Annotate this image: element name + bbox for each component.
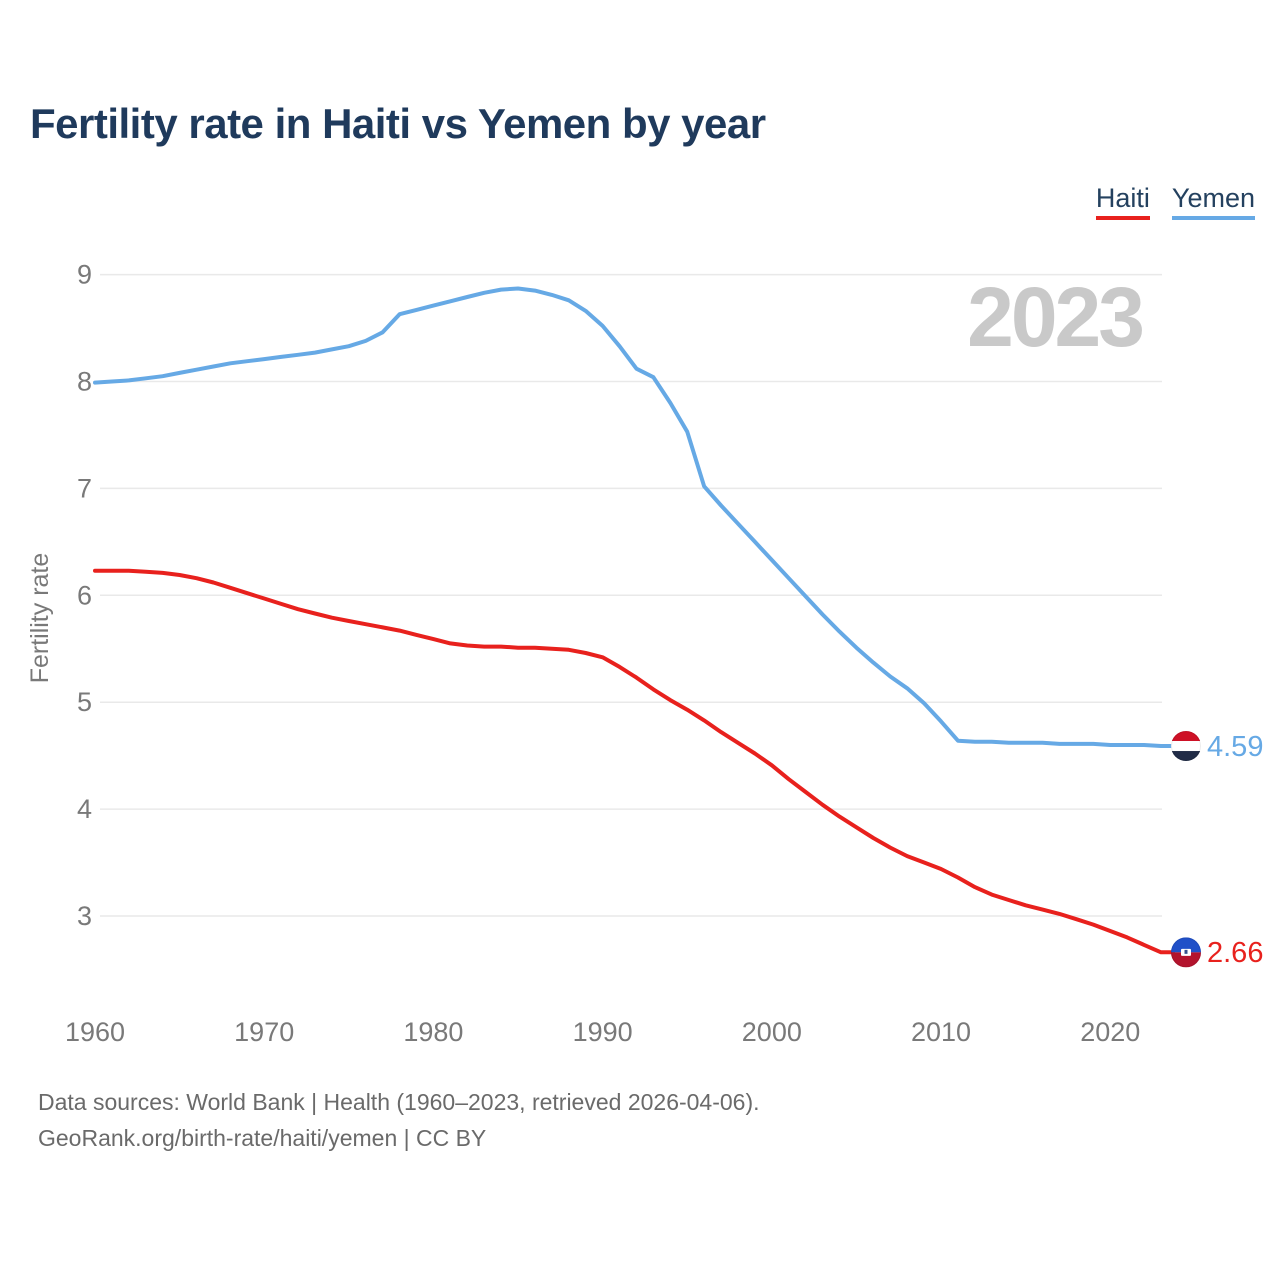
flag-ring <box>1171 731 1201 762</box>
flag-ring <box>1171 937 1201 968</box>
y-tick-label: 9 <box>77 260 92 290</box>
x-tick-label: 2000 <box>742 1017 802 1047</box>
chart-watermark: 2023 <box>967 270 1142 364</box>
footer-attribution-line: GeoRank.org/birth-rate/haiti/yemen | CC … <box>38 1125 487 1152</box>
y-tick-label: 4 <box>77 794 92 824</box>
y-axis-title: Fertility rate <box>26 553 54 684</box>
y-tick-label: 3 <box>77 901 92 931</box>
series-line-yemen[interactable] <box>93 286 1175 748</box>
y-tick-label: 5 <box>77 687 92 717</box>
x-tick-label: 1990 <box>573 1017 633 1047</box>
x-tick-label: 2010 <box>911 1017 971 1047</box>
gridlines <box>100 273 1162 917</box>
y-tick-labels: 9 8 7 6 5 4 3 <box>77 260 92 931</box>
end-value-haiti: 2.66 <box>1207 937 1263 969</box>
x-tick-label: 1960 <box>65 1017 125 1047</box>
legend: Haiti Yemen <box>1095 183 1255 220</box>
legend-item-haiti[interactable]: Haiti <box>1095 183 1150 220</box>
end-value-yemen: 4.59 <box>1207 731 1263 763</box>
y-tick-label: 7 <box>77 473 92 503</box>
y-tick-label: 8 <box>77 367 92 397</box>
x-tick-label: 1970 <box>234 1017 294 1047</box>
end-flags <box>1171 731 1201 968</box>
legend-item-yemen[interactable]: Yemen <box>1171 183 1255 220</box>
x-tick-label: 2020 <box>1080 1017 1140 1047</box>
y-tick-label: 6 <box>77 580 92 610</box>
footer: Data sources: World Bank | Health (1960–… <box>38 1084 760 1157</box>
flag-yemen-icon <box>1171 731 1201 762</box>
x-tick-labels: 1960 1970 1980 1990 2000 2010 2020 <box>65 1017 1140 1047</box>
series-line-haiti[interactable] <box>93 568 1175 955</box>
page-title: Fertility rate in Haiti vs Yemen by year <box>30 100 766 147</box>
series-lines <box>93 286 1175 955</box>
x-tick-label: 1980 <box>403 1017 463 1047</box>
flag-haiti-icon <box>1171 937 1201 968</box>
footer-sources-line: Data sources: World Bank | Health (1960–… <box>38 1089 760 1115</box>
